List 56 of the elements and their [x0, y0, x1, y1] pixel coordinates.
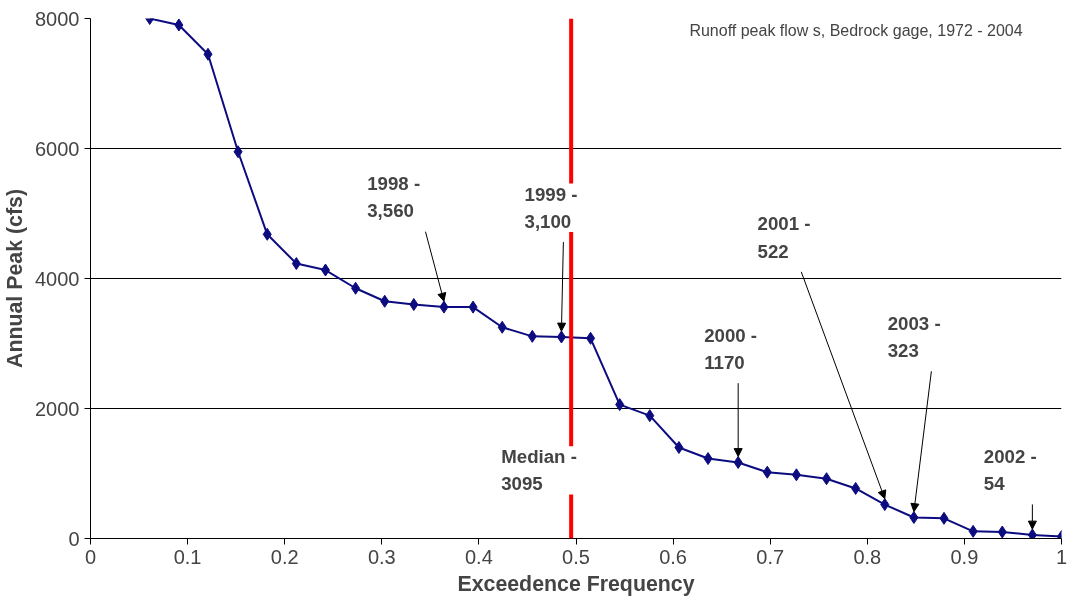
x-tick-label: 0.6: [659, 545, 688, 568]
annotation: 2002 - 54: [983, 445, 1037, 495]
y-tick-label: 4000: [35, 267, 80, 290]
ref-line-label: Median - 3095: [501, 446, 577, 495]
x-tick-label: 0.9: [950, 545, 979, 568]
point: [174, 18, 184, 32]
annotation: 2003 - 323: [887, 312, 941, 362]
x-tick-label: 0.7: [756, 545, 785, 568]
point: [1027, 528, 1037, 539]
point: [822, 472, 832, 486]
point: [351, 281, 361, 295]
y-tick-label: 8000: [35, 7, 80, 30]
point: [262, 227, 272, 241]
x-tick-label: 0: [84, 545, 97, 568]
point: [733, 455, 743, 469]
x-tick-label: 0.2: [270, 545, 299, 568]
point: [703, 452, 713, 466]
point: [615, 398, 625, 412]
point: [497, 320, 507, 334]
y-tick-label: 0: [68, 527, 80, 550]
y-tick-label: 2000: [35, 397, 80, 420]
x-tick-label: 0.8: [853, 545, 882, 568]
point: [880, 498, 890, 512]
x-tick-label: 1: [1055, 545, 1068, 568]
annotation: 1998 - 3,560: [367, 173, 421, 222]
point: [674, 441, 684, 454]
chart-title: Runoff peak flow s, Bedrock gage, 1972 - 2004: [689, 21, 1023, 39]
point: [233, 145, 243, 159]
point: [291, 257, 301, 271]
point: [320, 263, 330, 277]
x-tick-label: 0.5: [562, 545, 590, 568]
annotation: 2001 - 522: [757, 213, 811, 262]
y-axis-title: Annual Peak (cfs): [3, 189, 28, 368]
point: [468, 300, 478, 314]
point: [409, 298, 419, 311]
point: [909, 511, 919, 525]
annotation: 2000 - 1170: [704, 324, 758, 373]
x-tick-label: 0.1: [173, 545, 202, 568]
point: [968, 524, 978, 538]
point: [556, 330, 566, 344]
point: [645, 409, 655, 423]
point: [791, 468, 801, 482]
point: [203, 47, 213, 61]
x-tick-label: 0.4: [465, 545, 493, 568]
point: [851, 481, 861, 495]
x-tick-label: 0.3: [367, 545, 396, 568]
point: [997, 525, 1007, 539]
point: [380, 294, 390, 308]
point: [439, 300, 449, 314]
annotation: 1999 - 3,100: [524, 183, 578, 232]
y-tick-label: 6000: [35, 137, 80, 160]
x-axis-title: Exceedence Frequency: [457, 571, 695, 596]
point: [939, 511, 949, 525]
point: [527, 329, 537, 343]
point: [586, 331, 596, 345]
point: [762, 465, 772, 479]
